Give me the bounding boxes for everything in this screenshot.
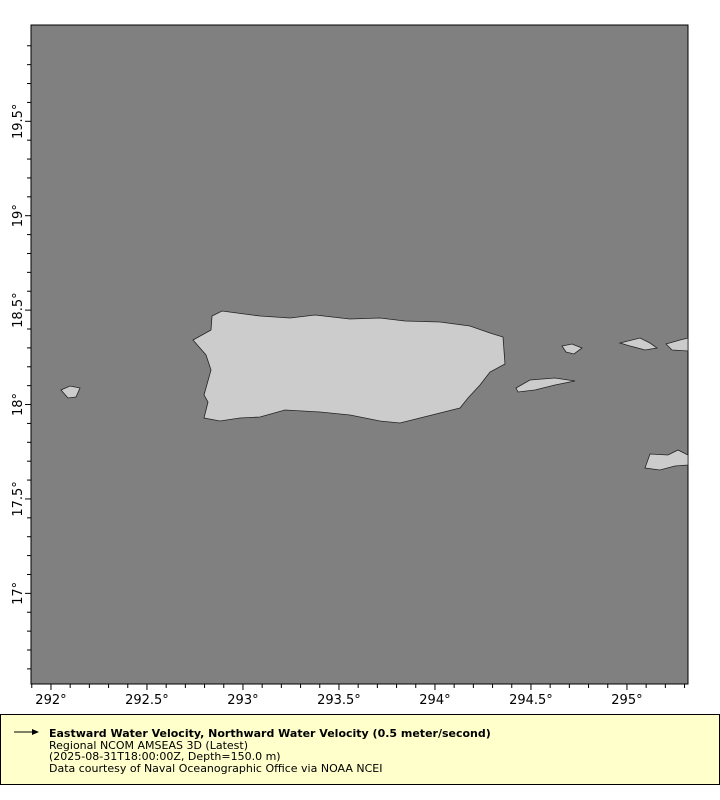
x-tick-label: 292° xyxy=(35,693,66,708)
x-tick-label: 294° xyxy=(419,693,450,708)
y-tick-label: 18.5° xyxy=(11,292,26,327)
x-tick-label: 293.5° xyxy=(317,693,361,708)
x-tick-label: 295° xyxy=(611,693,642,708)
land-st-croix xyxy=(644,449,689,471)
legend-time-depth: (2025-08-31T18:00:00Z, Depth=150.0 m) xyxy=(49,750,281,763)
land-puerto-rico xyxy=(192,310,506,424)
y-tick-label: 19.5° xyxy=(11,104,26,139)
latitude-axis: 17° 17.5° 18° 18.5° 19° 19.5° xyxy=(11,45,31,670)
land-st-thomas xyxy=(618,337,659,351)
legend-dataset: Regional NCOM AMSEAS 3D (Latest) xyxy=(49,738,248,752)
legend-box: Eastward Water Velocity, Northward Water… xyxy=(0,714,720,785)
y-tick-label: 19° xyxy=(11,204,26,227)
land-vieques xyxy=(515,377,576,393)
y-tick-label: 18° xyxy=(11,393,26,416)
legend-credit: Data courtesy of Naval Oceanographic Off… xyxy=(49,761,383,775)
x-tick-label: 292.5° xyxy=(125,693,169,708)
land-culebra xyxy=(561,343,583,355)
x-tick-label: 294.5° xyxy=(509,693,553,708)
land-st-john xyxy=(665,337,689,352)
map-plot: 292° 292.5° 293° 293.5° 294° 294.5° 295° 17°17… xyxy=(11,24,689,708)
legend-title: Eastward Water Velocity, Northward Water… xyxy=(49,727,491,740)
land-mona xyxy=(60,385,81,399)
longitude-axis: 292° 292.5° 293° 293.5° 294° 294.5° 295° xyxy=(31,684,686,708)
arrow-right-icon xyxy=(14,729,39,735)
y-tick-label: 17° xyxy=(11,582,26,605)
x-tick-label: 293° xyxy=(227,693,258,708)
y-tick-label: 17.5° xyxy=(11,481,26,516)
